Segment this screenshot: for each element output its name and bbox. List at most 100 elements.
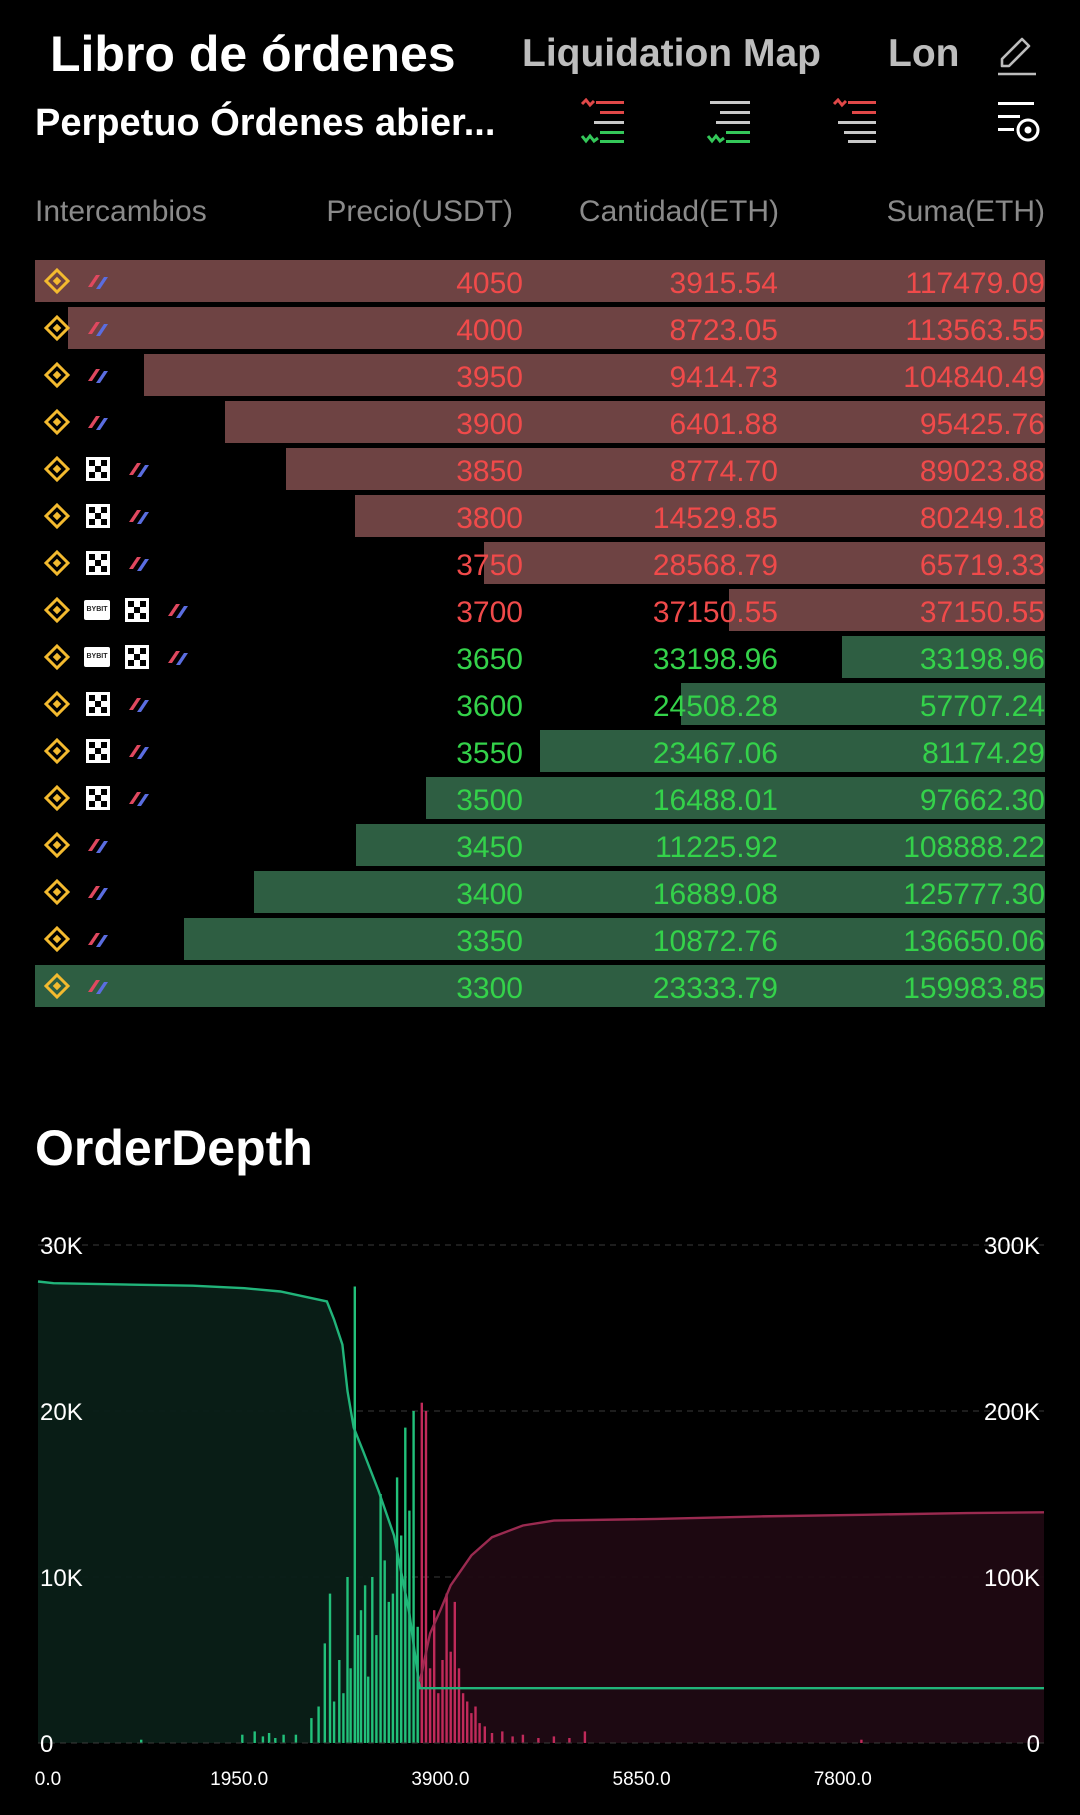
quantity-cell: 3915.54 — [669, 267, 778, 300]
y-left-tick-label: 20K — [40, 1399, 83, 1426]
tab-liquidation-map[interactable]: Liquidation Map — [522, 32, 821, 75]
y-right-tick-label: 100K — [984, 1565, 1040, 1592]
bid-volume-bar — [332, 1701, 336, 1743]
exchange-icons — [43, 360, 112, 390]
bid-row[interactable]: 3350 10872.76 136650.06 — [35, 918, 1045, 960]
ask-row[interactable]: 3950 9414.73 104840.49 — [35, 354, 1045, 396]
sum-cell: 159983.85 — [903, 972, 1045, 1005]
ask-volume-bar — [433, 1610, 436, 1743]
market-type-selector[interactable]: Perpetuo Órdenes abier... — [35, 102, 496, 144]
ask-row[interactable]: BYBIT 3700 37150.55 37150.55 — [35, 589, 1045, 631]
bid-volume-bar — [349, 1668, 352, 1743]
ask-row[interactable]: 3750 28568.79 65719.33 — [35, 542, 1045, 584]
sum-cell: 65719.33 — [919, 549, 1045, 582]
sum-cell: 80249.18 — [919, 502, 1045, 535]
ask-volume-bar — [457, 1668, 461, 1743]
sum-cell: 104840.49 — [903, 361, 1045, 394]
ask-row[interactable]: 3800 14529.85 80249.18 — [35, 495, 1045, 537]
exchange-icons — [43, 407, 112, 437]
exchange-icons — [43, 689, 153, 719]
top-tab-bar: Libro de órdenes Liquidation Map Lon — [0, 14, 1080, 94]
sum-cell: 117479.09 — [905, 267, 1045, 300]
column-header-sum: Suma(ETH) — [886, 195, 1045, 228]
asks-bids-list-icon[interactable] — [580, 98, 630, 146]
column-header-exchanges: Intercambios — [35, 195, 207, 228]
asks-list-icon[interactable] — [832, 98, 882, 146]
bid-volume-bar — [383, 1560, 386, 1743]
bid-row[interactable]: 3500 16488.01 97662.30 — [35, 777, 1045, 819]
okx-exchange-icon — [86, 551, 110, 575]
binance-exchange-icon — [43, 502, 71, 530]
ask-depth-bar — [224, 401, 1045, 443]
tab-order-book[interactable]: Libro de órdenes — [50, 26, 456, 82]
ask-row[interactable]: 3900 6401.88 95425.76 — [35, 401, 1045, 443]
quantity-cell: 8723.05 — [669, 314, 778, 347]
bid-volume-bar — [342, 1693, 345, 1743]
binance-exchange-icon — [43, 408, 71, 436]
tab-long-short[interactable]: Lon — [888, 32, 960, 75]
exchange-icons — [43, 548, 153, 578]
bid-row[interactable]: BYBIT 3650 33198.96 33198.96 — [35, 636, 1045, 678]
price-cell: 3500 — [456, 784, 523, 817]
settings-list-icon[interactable] — [996, 98, 1046, 146]
column-header-quantity: Cantidad(ETH) — [578, 195, 779, 228]
ask-volume-bar — [568, 1738, 571, 1743]
exchange-icons — [43, 830, 112, 860]
bid-volume-bar — [375, 1635, 378, 1743]
edit-icon[interactable] — [994, 32, 1040, 78]
exchange-icons: BYBIT — [43, 595, 192, 625]
ask-volume-bar — [466, 1701, 469, 1743]
y-right-tick-label: 200K — [984, 1399, 1040, 1426]
ask-row[interactable]: 4050 3915.54 117479.09 — [35, 260, 1045, 302]
ask-volume-bar — [490, 1733, 494, 1743]
x-tick-label: 5850.0 — [613, 1769, 671, 1790]
okx-exchange-icon — [125, 645, 149, 669]
binance-exchange-icon — [43, 972, 71, 1000]
quantity-cell: 33198.96 — [652, 643, 778, 676]
bitget-exchange-icon — [88, 416, 108, 430]
ask-depth-line — [418, 1511, 1045, 1682]
ask-depth-bar — [355, 495, 1045, 537]
bitget-exchange-icon — [129, 510, 149, 524]
bids-list-icon[interactable] — [706, 98, 756, 146]
x-tick-label: 0.0 — [35, 1769, 61, 1790]
bid-volume-bar — [408, 1510, 411, 1743]
binance-exchange-icon — [43, 690, 71, 718]
bid-row[interactable]: 3400 16889.08 125777.30 — [35, 871, 1045, 913]
bid-depth-bar — [254, 871, 1045, 913]
ask-row[interactable]: 4000 8723.05 113563.55 — [35, 307, 1045, 349]
bid-volume-bar — [416, 1626, 419, 1743]
ask-depth-bar — [68, 307, 1045, 349]
bid-depth-bar — [183, 918, 1045, 960]
exchange-icons — [43, 924, 112, 954]
bitget-exchange-icon — [88, 369, 108, 383]
bitget-exchange-icon — [88, 322, 108, 336]
okx-exchange-icon — [86, 786, 110, 810]
bid-volume-bar — [387, 1601, 390, 1743]
ask-volume-bar — [537, 1738, 540, 1743]
ask-volume-bar — [483, 1726, 486, 1743]
ask-depth-bar — [285, 448, 1045, 490]
ask-volume-bar — [501, 1731, 504, 1743]
column-header-price: Precio(USDT) — [326, 195, 513, 228]
bid-row[interactable]: 3550 23467.06 81174.29 — [35, 730, 1045, 772]
price-cell: 3400 — [456, 878, 523, 911]
bid-row[interactable]: 3450 11225.92 108888.22 — [35, 824, 1045, 866]
bid-row[interactable]: 3600 24508.28 57707.24 — [35, 683, 1045, 725]
bid-volume-bar — [261, 1736, 265, 1743]
exchange-icons — [43, 313, 112, 343]
x-tick-label: 3900.0 — [411, 1769, 469, 1790]
bid-volume-bar — [371, 1577, 374, 1743]
order-depth-chart: 0 10K 20K 30K 0 100K 200K 300K 0.0 1950.0 3900.0 58… — [35, 1233, 1045, 1790]
price-cell: 3850 — [456, 455, 523, 488]
bid-volume-bar — [317, 1706, 320, 1743]
okx-exchange-icon — [86, 504, 110, 528]
ask-row[interactable]: 3850 8774.70 89023.88 — [35, 448, 1045, 490]
y-left-tick-label: 0 — [40, 1731, 53, 1758]
price-cell: 3950 — [456, 361, 523, 394]
price-cell: 3450 — [456, 831, 523, 864]
bid-row[interactable]: 3300 23333.79 159983.85 — [35, 965, 1045, 1007]
price-cell: 3550 — [456, 737, 523, 770]
quantity-cell: 16889.08 — [652, 878, 778, 911]
quantity-cell: 11225.92 — [655, 831, 778, 864]
